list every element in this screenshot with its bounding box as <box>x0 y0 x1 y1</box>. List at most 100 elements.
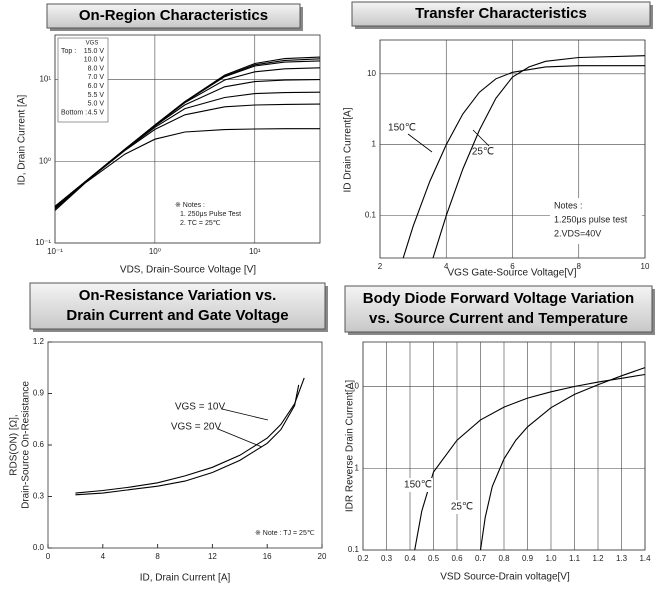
x-axis-label: VSD Source-Drain voltage[V] <box>440 572 570 583</box>
legend-entry: 15.0 V <box>84 48 105 55</box>
x-tick-label: 12 <box>208 552 217 561</box>
title-box <box>46 3 301 29</box>
x-tick-label: 1.4 <box>639 554 651 563</box>
x-tick-label: 6 <box>510 262 515 271</box>
legend-entry: 7.0 V <box>88 74 105 81</box>
x-tick-label: 0 <box>46 552 51 561</box>
x-tick-label: 10⁻¹ <box>47 247 63 256</box>
series-line <box>54 128 320 211</box>
x-tick-label: 1.3 <box>616 554 628 563</box>
x-tick-label: 0.8 <box>498 554 510 563</box>
y-tick-label: 1 <box>372 140 377 149</box>
x-tick-label: 4 <box>101 552 106 561</box>
y-tick-label: 0.9 <box>33 389 45 398</box>
chart-title: vs. Source Current and Temperature <box>369 310 628 327</box>
chart-title: Body Diode Forward Voltage Variation <box>363 290 634 307</box>
y-tick-label: 10 <box>350 382 359 391</box>
y-tick-label: 0.0 <box>33 543 45 552</box>
x-tick-label: 8 <box>577 262 582 271</box>
x-tick-label: 10¹ <box>249 247 261 256</box>
y-tick-label: 10 <box>367 69 376 78</box>
y-tick-label: 1.2 <box>33 337 45 346</box>
y-axis-label: RDS(ON) [Ω], <box>9 414 20 475</box>
y-axis-label: IDR Reverse Drain Current[A] <box>345 380 356 512</box>
series-line <box>402 65 645 259</box>
arrow <box>217 428 263 448</box>
y-tick-label: 10¹ <box>39 75 51 84</box>
chart-title: Transfer Characteristics <box>415 5 587 22</box>
y-tick-label: 1 <box>355 463 360 472</box>
legend-title: VGS <box>86 41 99 47</box>
note: 2.VDS=40V <box>554 228 601 238</box>
y-axis-label: ID, Drain Current [A] <box>17 94 28 185</box>
title-box <box>29 282 326 330</box>
legend-entry: 6.0 V <box>88 83 105 90</box>
chart-title: Drain Current and Gate Voltage <box>66 307 288 324</box>
y-tick-label: 10⁰ <box>39 156 51 165</box>
x-tick-label: 1.2 <box>592 554 604 563</box>
series-label: 25℃ <box>451 502 473 513</box>
series-label: 25℃ <box>472 147 494 158</box>
note: ※ Notes : <box>175 202 205 209</box>
x-tick-label: 0.7 <box>475 554 487 563</box>
series-label: VGS = 20V <box>171 422 222 433</box>
arrow <box>472 129 490 147</box>
x-tick-label: 0.2 <box>357 554 369 563</box>
series-label: 150℃ <box>388 123 416 134</box>
note: 1. 250μs Pulse Test <box>180 211 241 218</box>
notes-box <box>550 198 642 244</box>
x-axis-label: VDS, Drain-Source Voltage [V] <box>120 265 256 276</box>
series-line <box>75 384 300 496</box>
x-tick-label: 0.9 <box>522 554 534 563</box>
y-tick-label: 0.1 <box>348 545 360 554</box>
x-tick-label: 0.4 <box>404 554 416 563</box>
note: ※ Note : TJ = 25℃ <box>255 530 315 537</box>
series-label: VGS = 10V <box>175 402 226 413</box>
x-tick-label: 1.0 <box>545 554 557 563</box>
y-axis-label: ID Drain Current[A] <box>343 107 354 192</box>
legend-box <box>57 37 109 123</box>
y-tick-label: 10⁻¹ <box>35 238 51 247</box>
x-tick-label: 10 <box>641 262 650 271</box>
legend-label: Top : <box>61 48 76 55</box>
legend-label: Bottom : <box>61 109 87 116</box>
x-tick-label: 0.6 <box>451 554 463 563</box>
chart-title: On-Resistance Variation vs. <box>79 287 277 304</box>
legend-entry: 10.0 V <box>84 57 105 64</box>
y-axis-label: Drain-Source On-Resistance <box>21 381 32 509</box>
series-line <box>75 377 305 494</box>
x-tick-label: 10⁰ <box>149 247 161 256</box>
x-tick-label: 16 <box>263 552 272 561</box>
note: 1.250μs pulse test <box>554 214 628 224</box>
plot-area <box>47 341 323 549</box>
chart-title: On-Region Characteristics <box>79 7 268 24</box>
title-box <box>344 285 653 333</box>
note: 2. TC = 25℃ <box>180 220 221 227</box>
label-bg <box>448 500 476 514</box>
series-line <box>432 55 646 259</box>
arrow <box>221 408 269 421</box>
x-axis-label: VGS Gate-Source Voltage[V] <box>448 268 577 279</box>
y-tick-label: 0.3 <box>33 492 45 501</box>
x-tick-label: 8 <box>155 552 160 561</box>
x-tick-label: 20 <box>318 552 327 561</box>
legend-entry: 5.0 V <box>88 101 105 108</box>
x-axis-label: ID, Drain Current [A] <box>140 573 231 584</box>
series-label: 150℃ <box>404 480 432 491</box>
y-tick-label: 0.6 <box>33 440 45 449</box>
x-tick-label: 0.5 <box>428 554 440 563</box>
x-tick-label: 1.1 <box>569 554 581 563</box>
label-bg <box>404 478 432 492</box>
x-tick-label: 2 <box>378 262 383 271</box>
x-tick-label: 0.3 <box>381 554 393 563</box>
series-line <box>479 367 646 551</box>
x-tick-label: 4 <box>444 262 449 271</box>
arrow <box>407 133 433 153</box>
legend-entry: 4.5 V <box>88 109 105 116</box>
y-tick-label: 0.1 <box>365 210 377 219</box>
note: Notes : <box>554 200 583 210</box>
legend-entry: 5.5 V <box>88 92 105 99</box>
legend-entry: 8.0 V <box>88 65 105 72</box>
title-box <box>351 1 651 27</box>
